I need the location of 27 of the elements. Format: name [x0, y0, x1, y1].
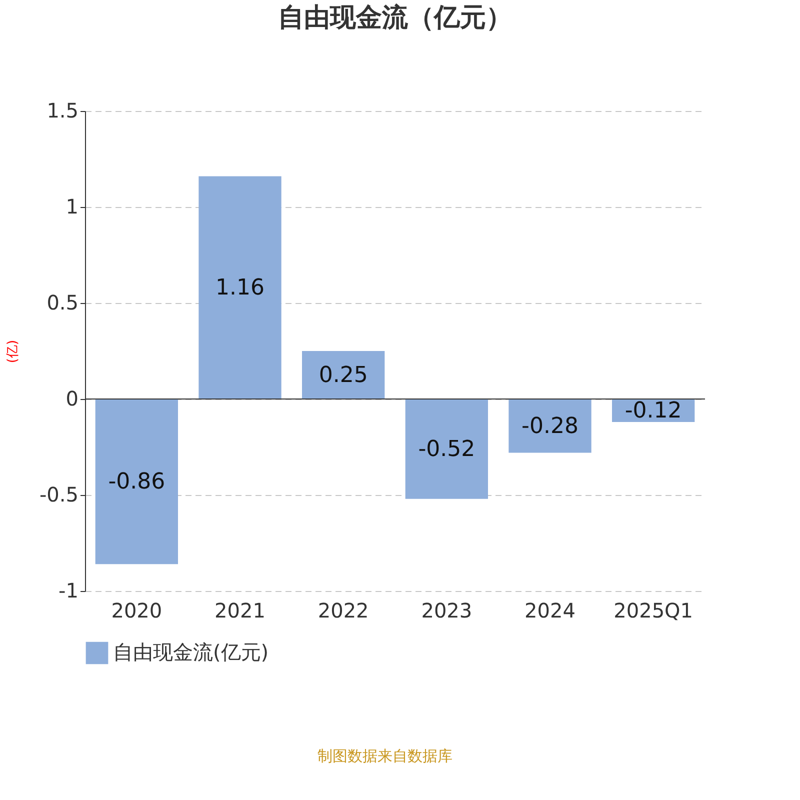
- data-label: -0.86: [108, 470, 166, 495]
- x-tick-label: 2025Q1: [614, 598, 694, 622]
- chart-title: 自由现金流（亿元）: [278, 3, 512, 33]
- data-label: -0.28: [522, 414, 578, 439]
- y-tick-label: -0.5: [39, 482, 78, 506]
- bar: [302, 351, 385, 399]
- bar: [95, 399, 178, 564]
- y-tick-label: 0: [66, 386, 78, 410]
- y-axis-title: (亿): [5, 340, 20, 364]
- data-label: -0.52: [418, 436, 476, 462]
- x-tick-label: 2023: [421, 598, 472, 622]
- x-tick-label: 2022: [318, 598, 369, 622]
- x-tick-label: 2024: [524, 598, 576, 622]
- bar: [198, 176, 282, 399]
- text: 制图数据来自数据库: [318, 747, 452, 765]
- legend-label: 自由现金流(亿元): [113, 640, 269, 664]
- x-tick-label: 2021: [214, 598, 266, 622]
- y-tick-label: -1: [58, 578, 78, 602]
- bar: [508, 399, 592, 453]
- data-label: 0.25: [318, 363, 368, 388]
- x-tick-label: 2020: [111, 598, 162, 622]
- y-tick-label: 1: [66, 194, 78, 218]
- bar: [405, 399, 488, 499]
- y-tick-label: 1.5: [46, 98, 78, 122]
- data-label: 1.16: [216, 276, 264, 301]
- y-tick-label: 0.5: [46, 290, 78, 314]
- data-label: -0.12: [624, 398, 682, 424]
